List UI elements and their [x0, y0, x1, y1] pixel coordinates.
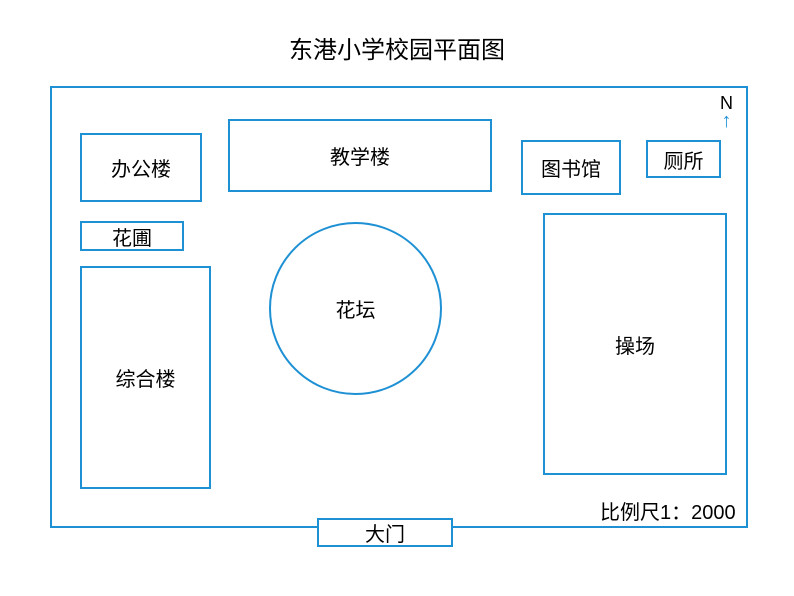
compass-arrow-icon: ↑ — [720, 114, 733, 128]
scale-label: 比例尺1：2000 — [600, 496, 736, 525]
page-title: 东港小学校园平面图 — [0, 30, 794, 65]
building-office: 办公楼 — [80, 133, 202, 202]
building-library: 图书馆 — [521, 140, 621, 195]
building-teaching: 教学楼 — [228, 119, 492, 192]
building-complex: 综合楼 — [80, 266, 211, 489]
circle-flowerbed2: 花坛 — [269, 222, 442, 395]
building-flowerbed1: 花圃 — [80, 221, 184, 251]
compass: N ↑ — [720, 93, 733, 128]
building-playground: 操场 — [543, 213, 727, 475]
building-gate: 大门 — [317, 518, 453, 547]
building-toilet: 厕所 — [646, 140, 721, 178]
